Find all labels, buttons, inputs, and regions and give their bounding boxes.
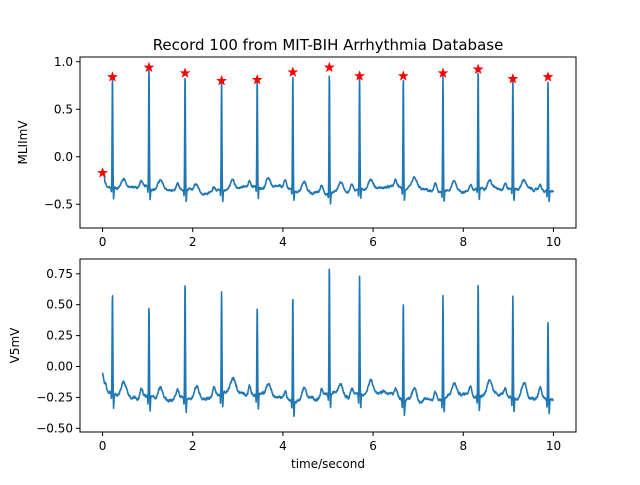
y-axis-label: V5mV [8,327,22,364]
r-peak-star-marker [542,71,554,82]
r-peak-star-marker [179,67,191,78]
x-tick-label: 8 [459,439,467,453]
r-peak-star-marker [323,61,335,73]
y-tick-label: 1.0 [54,55,73,69]
r-peak-star-marker [143,61,155,73]
x-tick-label: 2 [189,439,197,453]
x-tick-label: 2 [189,235,197,249]
y-tick-label: 0.5 [54,102,73,116]
r-peak-star-marker [397,70,409,81]
v5-signal-line [101,268,554,418]
r-peak-star-marker [472,63,484,74]
x-tick-label: 8 [459,235,467,249]
x-tick-label: 6 [369,439,377,453]
x-tick-label: 10 [546,439,561,453]
y-tick-label: 0.00 [46,360,73,374]
axes-frame [79,258,577,433]
y-tick-label: 0.75 [46,267,73,281]
r-peak-star-marker [354,70,365,81]
y-tick-label: −0.5 [44,197,73,211]
y-tick-label: 0.50 [46,298,73,312]
r-peak-star-marker [107,71,118,82]
r-peak-star-marker [216,75,227,86]
x-tick-label: 0 [99,235,107,249]
r-peak-star-marker [287,66,299,77]
y-tick-label: −0.25 [36,390,73,404]
y-axis-label: MLIImV [16,120,30,165]
x-tick-label: 4 [279,235,287,249]
y-tick-label: 0.0 [54,150,73,164]
x-tick-label: 0 [99,439,107,453]
r-peak-star-marker [437,67,449,78]
r-peak-star-marker [507,73,519,84]
axes-frame [79,56,577,229]
y-tick-label: 0.25 [46,329,73,343]
mlii-axes: 0 2 4 6 8 10 −0.5 0.0 0.5 1.0 MLIImV [16,55,577,249]
x-axis-label: time/second [291,457,365,471]
y-tick-label: −0.50 [36,421,73,435]
r-peak-star-marker [97,167,108,178]
v5-axes: 0 2 4 6 8 10 −0.50 −0.25 0.00 0.25 0.50 0.75 V5mV tim… [8,258,577,471]
mlii-signal-line [101,69,555,205]
r-peak-star-marker [251,74,263,85]
x-tick-label: 10 [546,235,561,249]
x-tick-label: 4 [279,439,287,453]
chart-title: Record 100 from MIT-BIH Arrhythmia Datab… [153,36,504,54]
x-tick-label: 6 [369,235,377,249]
